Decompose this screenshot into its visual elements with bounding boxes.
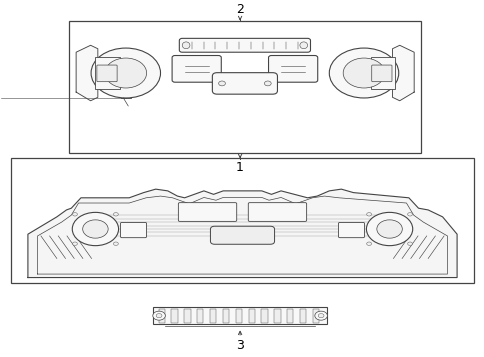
Bar (197, 309, 203, 323)
Circle shape (343, 58, 384, 88)
FancyBboxPatch shape (179, 38, 310, 52)
Circle shape (113, 242, 118, 246)
Bar (184, 309, 190, 323)
Text: 2: 2 (236, 3, 243, 16)
FancyBboxPatch shape (120, 222, 146, 238)
Polygon shape (28, 189, 456, 277)
FancyBboxPatch shape (338, 222, 364, 238)
Circle shape (82, 220, 108, 238)
Circle shape (91, 48, 160, 98)
Bar (223, 309, 228, 323)
Circle shape (218, 81, 225, 86)
Bar (312, 309, 318, 323)
Bar (300, 309, 306, 323)
Bar (248, 309, 255, 323)
Bar (287, 309, 293, 323)
Circle shape (152, 311, 165, 320)
Circle shape (366, 242, 371, 246)
Bar (158, 309, 165, 323)
Circle shape (73, 212, 77, 216)
Text: 3: 3 (236, 339, 243, 352)
FancyBboxPatch shape (172, 56, 221, 82)
Circle shape (366, 212, 412, 246)
FancyBboxPatch shape (178, 203, 236, 221)
Bar (210, 309, 216, 323)
Circle shape (407, 242, 411, 246)
Circle shape (318, 313, 323, 318)
Circle shape (72, 212, 118, 246)
Circle shape (156, 313, 162, 318)
Circle shape (329, 48, 398, 98)
Circle shape (113, 212, 118, 216)
Ellipse shape (299, 42, 307, 49)
Circle shape (264, 81, 271, 86)
Circle shape (105, 58, 146, 88)
Bar (235, 309, 242, 323)
FancyBboxPatch shape (248, 203, 306, 221)
Circle shape (314, 311, 327, 320)
Bar (11, 158, 473, 283)
Circle shape (366, 212, 371, 216)
Bar (261, 309, 267, 323)
Bar (274, 309, 280, 323)
Circle shape (407, 212, 411, 216)
Bar (69, 21, 420, 153)
Ellipse shape (182, 42, 190, 49)
Circle shape (376, 220, 402, 238)
Bar (95, 57, 119, 89)
FancyBboxPatch shape (371, 65, 391, 82)
FancyBboxPatch shape (97, 65, 117, 82)
Polygon shape (392, 45, 413, 101)
Bar (153, 307, 326, 324)
Circle shape (73, 242, 77, 246)
FancyBboxPatch shape (268, 56, 317, 82)
Text: 1: 1 (236, 161, 243, 175)
Bar (171, 309, 177, 323)
Bar (370, 57, 394, 89)
FancyBboxPatch shape (210, 226, 274, 244)
FancyBboxPatch shape (212, 73, 277, 94)
Polygon shape (76, 45, 98, 101)
